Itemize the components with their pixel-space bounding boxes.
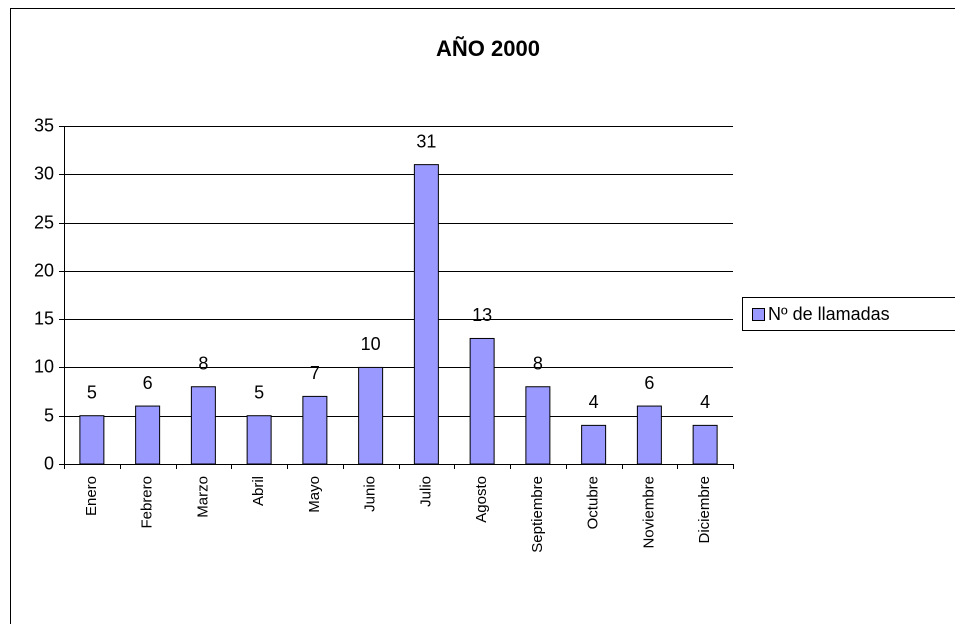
- bar: [413, 164, 439, 465]
- bar: [135, 405, 161, 465]
- data-label: 5: [87, 382, 97, 402]
- y-tick-label: 15: [34, 308, 54, 328]
- data-label: 4: [700, 392, 710, 412]
- x-tick-label: Julio: [417, 476, 434, 507]
- bar: [525, 386, 551, 465]
- legend-swatch: [752, 308, 765, 321]
- x-tick-label: Marzo: [194, 476, 211, 518]
- y-tick-label: 30: [34, 163, 54, 183]
- y-tick-label: 20: [34, 260, 54, 280]
- y-tick-label: 25: [34, 212, 54, 232]
- chart-title: AÑO 2000: [436, 36, 540, 61]
- bar: [190, 386, 216, 465]
- y-tick-label: 10: [34, 356, 54, 376]
- bar: [358, 366, 384, 465]
- bar: [469, 337, 495, 465]
- data-label: 8: [198, 353, 208, 373]
- bar: [636, 405, 662, 465]
- bar: [692, 424, 718, 465]
- data-label: 5: [254, 382, 264, 402]
- x-tick-label: Octubre: [585, 476, 602, 529]
- data-label: 6: [644, 373, 654, 393]
- data-label: 31: [416, 131, 436, 151]
- data-label: 10: [361, 334, 381, 354]
- bar: [79, 415, 105, 465]
- y-tick-label: 5: [44, 405, 54, 425]
- x-tick-label: Mayo: [306, 476, 323, 513]
- bar: [302, 395, 328, 465]
- data-label: 13: [472, 305, 492, 325]
- x-tick-label: Agosto: [473, 476, 490, 523]
- y-tick-label: 0: [44, 453, 54, 473]
- x-tick-label: Diciembre: [696, 476, 713, 544]
- x-tick-label: Enero: [83, 476, 100, 516]
- x-tick-label: Febrero: [139, 476, 156, 529]
- data-label: 7: [310, 363, 320, 383]
- bar: [246, 415, 272, 465]
- data-label: 8: [533, 353, 543, 373]
- data-label: 6: [143, 373, 153, 393]
- legend-box: [742, 297, 955, 331]
- legend-label: Nº de llamadas: [768, 304, 890, 324]
- data-label: 4: [589, 392, 599, 412]
- bar: [581, 424, 607, 465]
- x-tick-label: Abril: [250, 476, 267, 506]
- x-tick-label: Noviembre: [640, 476, 657, 549]
- x-tick-label: Septiembre: [529, 476, 546, 553]
- y-tick-label: 35: [34, 115, 54, 135]
- x-tick-label: Junio: [362, 476, 379, 512]
